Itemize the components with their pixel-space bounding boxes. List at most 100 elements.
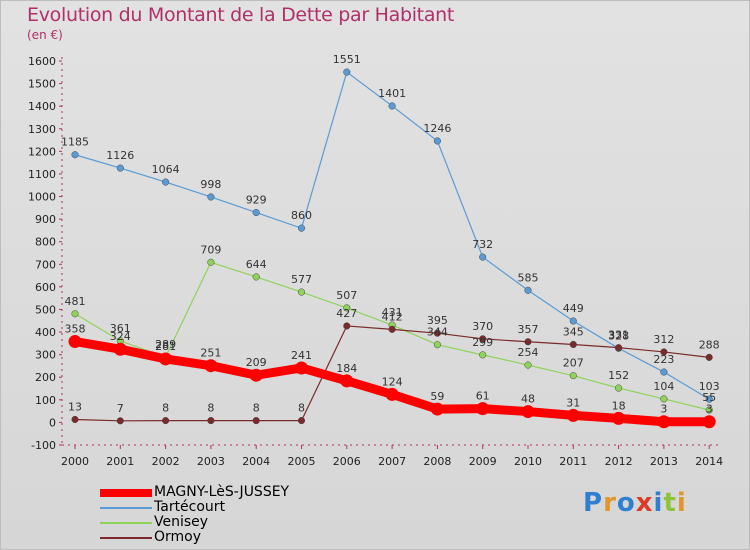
y-tick-label: 700 <box>35 258 56 271</box>
y-tick-label: 100 <box>35 394 56 407</box>
data-point-3 <box>297 417 306 425</box>
data-point-3 <box>569 340 577 349</box>
data-point-1 <box>297 224 306 232</box>
data-label-2: 709 <box>200 243 221 256</box>
data-point-0 <box>68 335 82 349</box>
data-point-1 <box>433 137 441 145</box>
x-tick-label: 2000 <box>61 455 89 468</box>
data-label-1: 1064 <box>152 163 180 176</box>
data-label-1: 1185 <box>61 136 89 149</box>
data-point-2 <box>71 310 79 318</box>
data-point-3 <box>615 344 623 352</box>
data-point-2 <box>569 372 577 380</box>
legend-swatch-ormoy <box>100 537 152 539</box>
data-label-0: 124 <box>382 375 403 388</box>
data-label-3: 427 <box>336 307 357 320</box>
y-tick-label: 800 <box>35 236 56 249</box>
data-label-2: 344 <box>427 326 448 339</box>
legend-label-tartecourt: Tartécourt <box>154 499 226 515</box>
y-tick-label: 1600 <box>28 55 56 68</box>
data-label-1: 449 <box>563 302 584 315</box>
data-point-2 <box>660 395 668 403</box>
legend-swatch-venisey <box>100 522 152 524</box>
y-tick-label: 900 <box>35 213 56 226</box>
data-label-0: 209 <box>246 356 267 369</box>
data-point-0 <box>295 361 308 375</box>
data-point-1 <box>660 368 668 376</box>
x-tick-label: 2012 <box>605 455 633 468</box>
data-point-0 <box>385 387 399 401</box>
data-label-1: 223 <box>653 353 674 366</box>
data-label-1: 929 <box>246 194 267 207</box>
data-label-3: 8 <box>298 402 305 415</box>
data-label-0: 324 <box>110 330 131 343</box>
data-label-3: 8 <box>253 402 260 415</box>
data-label-1: 1126 <box>106 149 134 162</box>
data-point-1 <box>207 193 215 201</box>
data-point-3 <box>479 335 487 343</box>
data-point-0 <box>249 368 263 382</box>
data-label-0: 3 <box>660 403 667 416</box>
legend-label-ormoy: Ormoy <box>154 529 202 545</box>
x-tick-label: 2003 <box>197 455 225 468</box>
data-point-3 <box>433 329 441 337</box>
x-tick-label: 2011 <box>559 455 587 468</box>
data-label-1: 103 <box>699 380 720 393</box>
y-tick-label: 1400 <box>28 100 56 113</box>
data-label-0: 31 <box>566 396 580 409</box>
data-label-3: 288 <box>699 338 720 351</box>
data-label-0: 241 <box>291 349 312 362</box>
data-label-2: 254 <box>518 346 539 359</box>
data-label-2: 299 <box>472 336 493 349</box>
data-point-1 <box>479 253 487 261</box>
data-point-3 <box>116 417 124 425</box>
legend-label-venisey: Venisey <box>154 514 209 530</box>
data-point-1 <box>252 209 260 217</box>
data-label-3: 412 <box>382 310 403 323</box>
data-point-0 <box>476 402 490 416</box>
data-point-1 <box>343 68 351 76</box>
data-label-3: 370 <box>472 320 493 333</box>
data-point-2 <box>433 341 441 349</box>
data-label-0: 358 <box>65 323 86 336</box>
data-label-2: 289 <box>155 338 176 351</box>
data-point-1 <box>116 164 124 172</box>
data-point-3 <box>388 325 396 333</box>
x-tick-label: 2009 <box>469 455 497 468</box>
data-label-0: 48 <box>521 393 535 406</box>
data-point-0 <box>204 359 218 373</box>
data-point-0 <box>612 411 626 425</box>
proxiti-logo: Proxiti <box>583 488 687 518</box>
data-point-2 <box>252 273 260 281</box>
data-label-2: 577 <box>291 273 312 286</box>
data-label-2: 507 <box>336 289 357 302</box>
data-point-2 <box>705 406 713 414</box>
data-point-0 <box>113 342 127 356</box>
data-label-2: 55 <box>702 391 716 404</box>
data-point-3 <box>207 417 215 425</box>
data-label-3: 13 <box>68 400 82 413</box>
x-tick-label: 2013 <box>650 455 678 468</box>
y-tick-label: 500 <box>35 303 56 316</box>
data-point-0 <box>657 415 671 429</box>
y-tick-label: 300 <box>35 349 56 362</box>
x-tick-label: 2008 <box>423 455 451 468</box>
data-point-0 <box>566 408 580 422</box>
data-label-2: 431 <box>382 306 403 319</box>
y-tick-label: 1000 <box>28 191 56 204</box>
data-point-1 <box>705 395 713 403</box>
data-point-2 <box>343 304 351 312</box>
data-label-1: 732 <box>472 238 493 251</box>
legend-swatch-magny <box>100 489 152 497</box>
data-point-2 <box>524 361 532 369</box>
data-point-3 <box>524 338 532 346</box>
data-point-0 <box>702 415 716 429</box>
y-tick-label: 1300 <box>28 123 56 136</box>
data-label-1: 585 <box>518 271 539 284</box>
chart-unit: (en €) <box>27 28 63 42</box>
data-point-1 <box>71 151 79 159</box>
data-label-3: 395 <box>427 314 448 327</box>
data-point-2 <box>479 351 487 359</box>
